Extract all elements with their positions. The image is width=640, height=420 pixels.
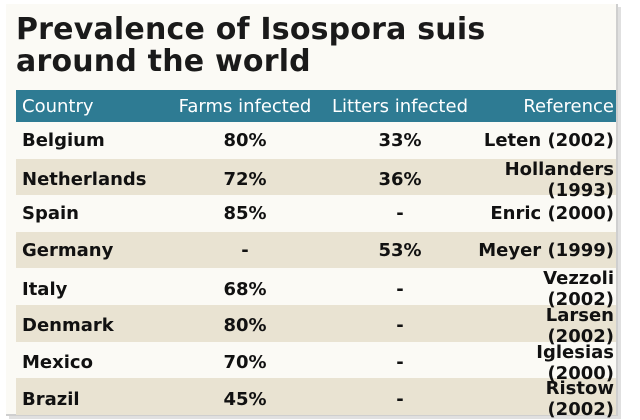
table-row: Brazil 45% - Ristow (2002) [16,378,616,420]
header-reference: Reference [523,95,614,117]
cell-country: Germany [22,239,114,261]
table-row: Italy 68% - Vezzoli (2002) [16,268,616,310]
table-title: Prevalence of Isospora suis around the w… [16,12,486,79]
cell-country: Mexico [22,352,93,374]
cell-country: Denmark [22,315,114,337]
cell-farms: 85% [223,202,267,224]
cell-litters: 36% [378,169,422,191]
cell-country: Netherlands [22,169,147,191]
table-row: Belgium 80% 33% Leten (2002) [16,122,616,159]
cell-farms: 45% [223,388,267,410]
header-country: Country [22,95,94,117]
cell-litters: - [396,202,404,224]
cell-litters: - [396,315,404,337]
cell-country: Italy [22,278,68,300]
cell-farms: 80% [223,129,267,151]
cell-litters: - [396,352,404,374]
cell-reference: Iglesias (2000) [536,341,614,384]
cell-litters: 33% [378,129,422,151]
cell-litters: - [396,388,404,410]
cell-farms: 72% [223,169,267,191]
header-litters-infected: Litters infected [332,95,468,117]
table-header-row: Country Farms infected Litters infected … [16,90,616,122]
cell-reference: Enric (2000) [490,202,614,224]
cell-reference: Vezzoli (2002) [543,268,614,311]
data-table: Country Farms infected Litters infected … [16,90,616,420]
cell-farms: 80% [223,315,267,337]
header-farms-infected: Farms infected [178,95,312,117]
table-row: Netherlands 72% 36% Hollanders (1993) [16,158,616,201]
cell-reference: Meyer (1999) [478,239,614,261]
cell-farms: 68% [223,278,267,300]
cell-reference: Ristow (2002) [545,378,614,420]
cell-reference: Leten (2002) [483,129,614,151]
cell-reference: Larsen (2002) [545,304,614,347]
cell-country: Brazil [22,388,80,410]
cell-litters: - [396,278,404,300]
prevalence-table-card: Prevalence of Isospora suis around the w… [6,4,618,420]
table-row: Mexico 70% - Iglesias (2000) [16,341,616,384]
cell-country: Spain [22,202,79,224]
cell-farms: 70% [223,352,267,374]
table-row: Denmark 80% - Larsen (2002) [16,304,616,347]
cell-litters: 53% [378,239,422,261]
table-row: Spain 85% - Enric (2000) [16,195,616,232]
table-row: Germany - 53% Meyer (1999) [16,231,616,269]
cell-country: Belgium [22,129,105,151]
cell-farms: - [241,239,249,261]
cell-reference: Hollanders (1993) [504,158,614,201]
